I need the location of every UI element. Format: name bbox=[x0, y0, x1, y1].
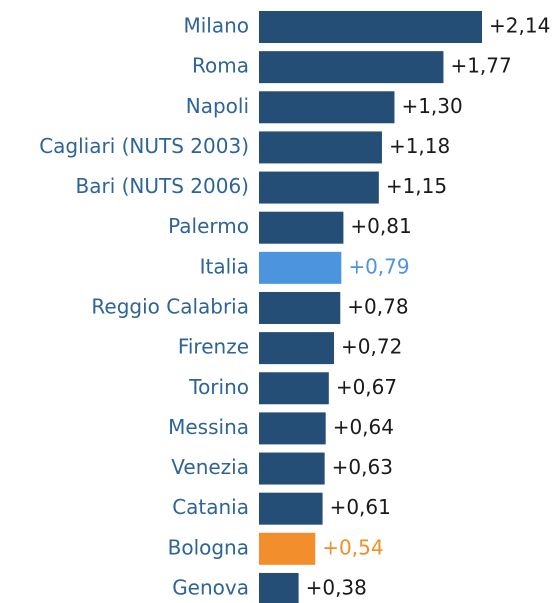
category-label: Bari (NUTS 2006) bbox=[76, 174, 250, 198]
value-label: +0,79 bbox=[348, 254, 409, 278]
category-label: Italia bbox=[200, 254, 249, 278]
category-label: Palermo bbox=[168, 214, 249, 238]
bar bbox=[259, 51, 444, 84]
value-label: +1,15 bbox=[386, 174, 447, 198]
value-label: +1,77 bbox=[450, 54, 511, 78]
bar bbox=[259, 91, 395, 124]
category-label: Bologna bbox=[168, 535, 249, 559]
category-label: Milano bbox=[183, 14, 249, 38]
value-label: +1,30 bbox=[401, 94, 462, 118]
value-label: +0,61 bbox=[330, 495, 391, 519]
bar bbox=[259, 171, 379, 204]
value-label: +1,18 bbox=[389, 134, 450, 158]
value-label: +0,38 bbox=[306, 575, 367, 599]
value-label: +0,78 bbox=[347, 294, 408, 318]
value-label: +0,64 bbox=[333, 415, 394, 439]
bar bbox=[259, 11, 482, 43]
bar bbox=[259, 291, 341, 324]
category-label: Catania bbox=[172, 495, 249, 519]
bar bbox=[259, 572, 299, 603]
category-label: Torino bbox=[188, 375, 249, 399]
bar bbox=[259, 131, 382, 164]
category-label: Cagliari (NUTS 2003) bbox=[39, 134, 249, 158]
category-label: Firenze bbox=[178, 335, 249, 359]
bar bbox=[259, 412, 326, 445]
category-label: Venezia bbox=[171, 455, 249, 479]
value-label: +0,72 bbox=[341, 335, 402, 359]
bar bbox=[259, 492, 323, 525]
category-label: Messina bbox=[168, 415, 249, 439]
category-label: Reggio Calabria bbox=[91, 294, 249, 318]
value-label: +0,67 bbox=[336, 375, 397, 399]
value-label: +2,14 bbox=[489, 14, 550, 38]
category-label: Napoli bbox=[186, 94, 249, 118]
category-label: Roma bbox=[192, 54, 249, 78]
category-label: Genova bbox=[172, 575, 249, 599]
value-label: +0,81 bbox=[350, 214, 411, 238]
bar bbox=[259, 211, 344, 244]
bar bbox=[259, 532, 316, 565]
bar bbox=[259, 452, 325, 485]
bar bbox=[259, 251, 342, 284]
bar bbox=[259, 372, 329, 405]
value-label: +0,63 bbox=[332, 455, 393, 479]
bar bbox=[259, 332, 335, 365]
value-label: +0,54 bbox=[322, 535, 383, 559]
